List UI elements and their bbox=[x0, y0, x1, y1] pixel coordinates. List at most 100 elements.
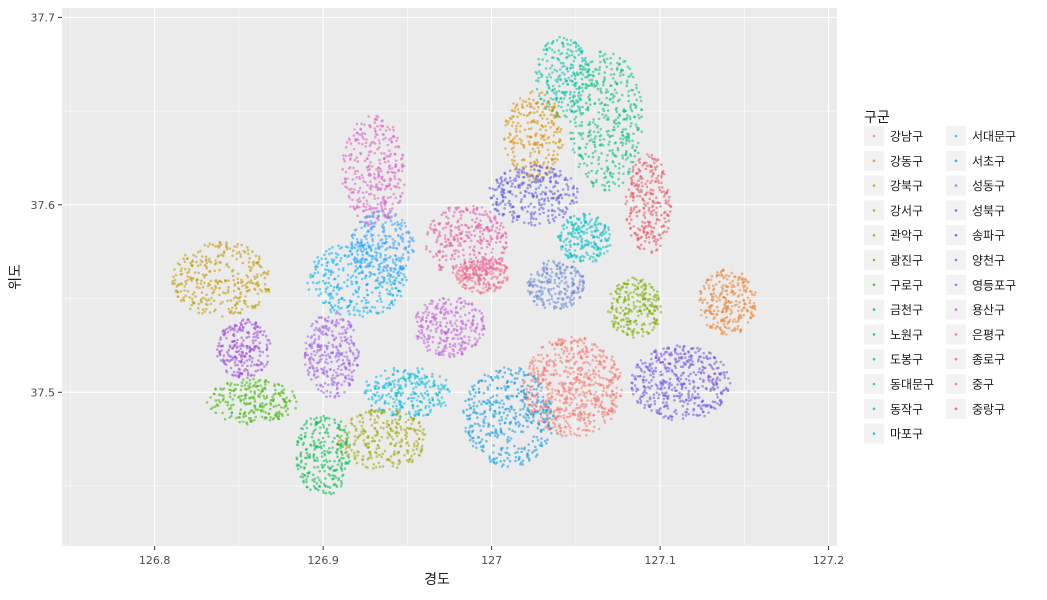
data-point bbox=[404, 385, 407, 388]
data-point bbox=[597, 125, 600, 128]
data-point bbox=[595, 235, 598, 238]
data-point bbox=[210, 280, 213, 283]
data-point bbox=[382, 409, 385, 412]
data-point bbox=[732, 284, 735, 287]
data-point bbox=[388, 408, 391, 411]
data-point bbox=[716, 313, 719, 316]
data-point bbox=[185, 282, 188, 285]
data-point bbox=[226, 263, 229, 266]
data-point bbox=[589, 121, 592, 124]
data-point bbox=[515, 128, 518, 131]
data-point bbox=[550, 275, 553, 278]
data-point bbox=[522, 379, 525, 382]
data-point bbox=[587, 172, 590, 175]
data-point bbox=[407, 377, 410, 380]
data-point bbox=[310, 423, 313, 426]
data-point bbox=[631, 276, 634, 279]
data-point bbox=[507, 408, 510, 411]
data-point bbox=[265, 411, 268, 414]
data-point bbox=[700, 291, 703, 294]
data-point bbox=[569, 44, 572, 47]
data-point bbox=[338, 268, 341, 271]
data-point bbox=[388, 433, 391, 436]
data-point bbox=[217, 254, 220, 257]
data-point bbox=[347, 274, 350, 277]
data-point bbox=[546, 272, 549, 275]
data-point bbox=[595, 229, 598, 232]
data-point bbox=[533, 161, 536, 164]
data-point bbox=[244, 251, 247, 254]
data-point bbox=[256, 276, 259, 279]
data-point bbox=[522, 425, 525, 428]
data-point bbox=[609, 135, 612, 138]
data-point bbox=[618, 167, 621, 170]
data-point bbox=[580, 339, 583, 342]
data-point bbox=[659, 305, 662, 308]
data-point bbox=[537, 106, 540, 109]
data-point bbox=[565, 302, 568, 305]
data-point bbox=[391, 223, 394, 226]
data-point bbox=[551, 395, 554, 398]
data-point bbox=[539, 383, 542, 386]
data-point bbox=[254, 381, 257, 384]
data-point bbox=[570, 272, 573, 275]
data-point bbox=[581, 288, 584, 291]
data-point bbox=[616, 311, 619, 314]
data-point bbox=[561, 66, 564, 69]
data-point bbox=[327, 473, 330, 476]
data-point bbox=[555, 273, 558, 276]
data-point bbox=[215, 279, 218, 282]
data-point bbox=[538, 420, 541, 423]
data-point bbox=[595, 360, 598, 363]
data-point bbox=[507, 154, 510, 157]
data-point bbox=[274, 414, 277, 417]
data-point bbox=[317, 489, 320, 492]
data-point bbox=[487, 425, 490, 428]
data-point bbox=[524, 129, 527, 132]
data-point bbox=[421, 377, 424, 380]
data-point bbox=[603, 419, 606, 422]
data-point bbox=[593, 403, 596, 406]
data-point bbox=[412, 428, 415, 431]
data-point bbox=[364, 225, 367, 228]
data-point bbox=[559, 170, 562, 173]
data-point bbox=[362, 307, 365, 310]
data-point bbox=[375, 279, 378, 282]
data-point bbox=[655, 320, 658, 323]
data-point bbox=[576, 191, 579, 194]
data-point bbox=[733, 275, 736, 278]
data-point bbox=[244, 300, 247, 303]
data-point bbox=[608, 189, 611, 192]
data-point bbox=[575, 110, 578, 113]
data-point bbox=[175, 274, 178, 277]
data-point bbox=[426, 390, 429, 393]
data-point bbox=[546, 438, 549, 441]
data-point bbox=[441, 396, 444, 399]
data-point bbox=[199, 250, 202, 253]
data-point bbox=[238, 297, 241, 300]
data-point bbox=[384, 369, 387, 372]
data-point bbox=[561, 52, 564, 55]
data-point bbox=[509, 422, 512, 425]
data-point bbox=[571, 367, 574, 370]
data-point bbox=[585, 425, 588, 428]
data-point bbox=[525, 397, 528, 400]
data-point bbox=[416, 405, 419, 408]
data-point bbox=[619, 137, 622, 140]
data-point bbox=[540, 134, 543, 137]
data-point bbox=[594, 397, 597, 400]
data-point bbox=[242, 378, 245, 381]
data-point bbox=[547, 406, 550, 409]
data-point bbox=[447, 388, 450, 391]
data-point bbox=[643, 293, 646, 296]
data-point bbox=[729, 313, 732, 316]
data-point bbox=[626, 114, 629, 117]
data-point bbox=[583, 256, 586, 259]
data-point bbox=[498, 453, 501, 456]
data-point bbox=[597, 410, 600, 413]
data-point bbox=[385, 394, 388, 397]
data-point bbox=[323, 441, 326, 444]
data-point bbox=[621, 330, 624, 333]
data-point bbox=[391, 287, 394, 290]
data-point bbox=[560, 146, 563, 149]
